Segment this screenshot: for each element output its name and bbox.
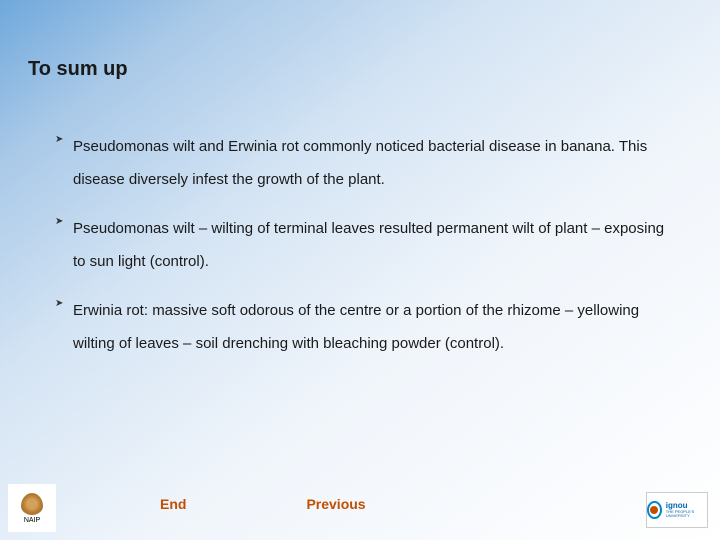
bullet-icon: ➤ (55, 134, 73, 145)
list-item: ➤ Pseudomonas wilt – wilting of terminal… (55, 212, 680, 278)
flower-icon (21, 493, 43, 515)
list-item: ➤ Erwinia rot: massive soft odorous of t… (55, 294, 680, 360)
slide-title: To sum up (28, 58, 128, 81)
bullet-text: Pseudomonas wilt – wilting of terminal l… (73, 212, 680, 278)
end-button[interactable]: End (160, 496, 186, 512)
ignou-logo: ignou THE PEOPLE'S UNIVERSITY (646, 492, 708, 528)
bullet-list: ➤ Pseudomonas wilt and Erwinia rot commo… (55, 130, 680, 376)
logo-subtext: THE PEOPLE'S UNIVERSITY (666, 510, 707, 518)
naip-logo: NAIP (8, 484, 56, 532)
bullet-text: Erwinia rot: massive soft odorous of the… (73, 294, 680, 360)
bullet-icon: ➤ (55, 216, 73, 227)
bullet-text: Pseudomonas wilt and Erwinia rot commonl… (73, 130, 680, 196)
list-item: ➤ Pseudomonas wilt and Erwinia rot commo… (55, 130, 680, 196)
circle-icon (647, 501, 662, 519)
bullet-icon: ➤ (55, 298, 73, 309)
nav-buttons: End Previous (160, 496, 366, 512)
previous-button[interactable]: Previous (306, 496, 365, 512)
logo-text: NAIP (24, 517, 40, 524)
